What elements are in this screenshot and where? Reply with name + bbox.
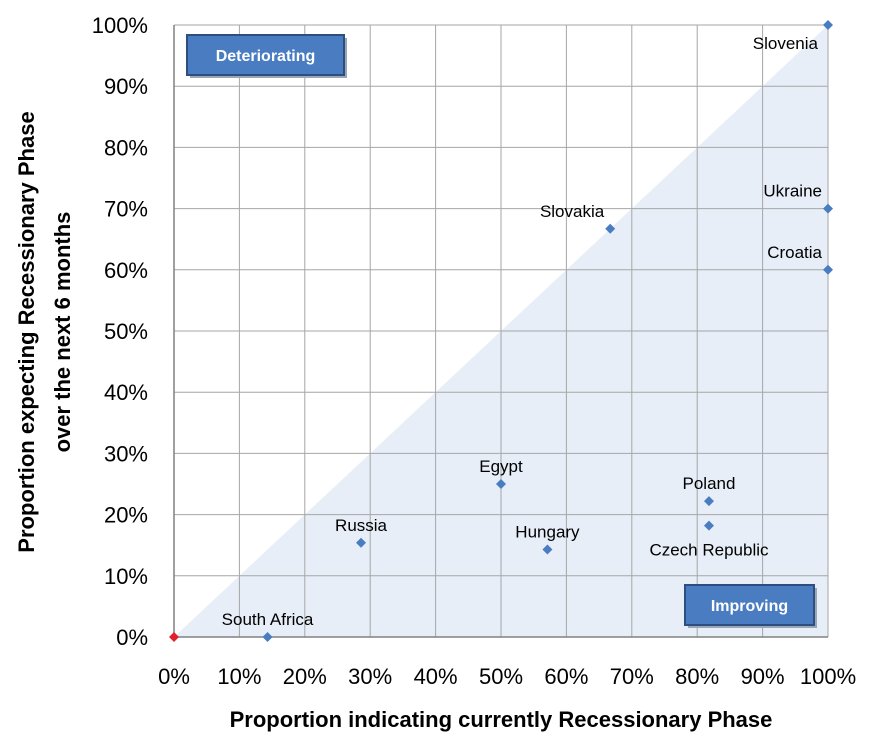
data-point-marker xyxy=(703,520,714,531)
data-point-label: Czech Republic xyxy=(649,541,769,560)
data-points xyxy=(169,20,833,642)
data-point-marker xyxy=(605,223,616,234)
region-box xyxy=(186,34,345,76)
region-box xyxy=(684,584,815,626)
data-point-marker xyxy=(542,544,553,555)
data-point-label: Russia xyxy=(335,516,388,535)
data-point-marker xyxy=(262,632,273,642)
y-axis-title-line1: Proportion expecting Recessionary Phase xyxy=(14,111,39,552)
point-labels: South Africa Russia Egypt Hungary Slovakia Po… xyxy=(222,34,823,629)
x-tick-label: 60% xyxy=(544,664,588,689)
data-point-marker xyxy=(169,632,179,642)
data-point-marker xyxy=(823,264,833,275)
y-tick-label: 0% xyxy=(116,625,148,650)
data-point-marker xyxy=(703,496,714,507)
data-point-label: Hungary xyxy=(515,522,580,541)
y-tick-label: 50% xyxy=(104,319,148,344)
data-point-label: Slovakia xyxy=(540,202,605,221)
y-tick-label: 20% xyxy=(104,503,148,528)
x-tick-label: 20% xyxy=(283,664,327,689)
y-tick-label: 70% xyxy=(104,197,148,222)
y-axis-title-line2: over the next 6 months xyxy=(50,212,75,453)
x-tick-label: 100% xyxy=(800,664,856,689)
x-tick-label: 30% xyxy=(348,664,392,689)
x-axis-title: Proportion indicating currently Recessio… xyxy=(230,707,773,732)
data-point-label: Slovenia xyxy=(753,34,819,53)
region-box-label: Improving xyxy=(711,598,788,615)
x-tick-label: 80% xyxy=(675,664,719,689)
data-point-marker xyxy=(356,537,367,548)
y-tick-label: 100% xyxy=(92,13,148,38)
x-tick-label: 10% xyxy=(217,664,261,689)
data-point-label: Egypt xyxy=(479,457,523,476)
data-point-label: Ukraine xyxy=(763,182,822,201)
x-tick-label: 90% xyxy=(741,664,785,689)
x-tick-label: 0% xyxy=(158,664,190,689)
region-labels: Deteriorating Improving xyxy=(186,34,817,628)
region-box-label: Deteriorating xyxy=(216,48,316,65)
x-tick-label: 50% xyxy=(479,664,523,689)
data-point-label: Poland xyxy=(683,474,736,493)
data-point-marker xyxy=(823,203,833,214)
y-tick-label: 10% xyxy=(104,564,148,589)
data-point-marker xyxy=(496,479,506,489)
x-tick-label: 70% xyxy=(610,664,654,689)
y-tick-label: 40% xyxy=(104,380,148,405)
y-tick-label: 80% xyxy=(104,135,148,160)
axes: 0% 10% 20% 30% 40% 50% 60% 70% 80% 90% 100% 0% 10% 20… xyxy=(92,13,856,689)
data-point-label: South Africa xyxy=(222,610,314,629)
data-point-marker xyxy=(823,20,833,30)
y-tick-label: 90% xyxy=(104,74,148,99)
x-tick-label: 40% xyxy=(414,664,458,689)
data-point-label: Croatia xyxy=(767,243,822,262)
y-tick-label: 30% xyxy=(104,441,148,466)
y-tick-label: 60% xyxy=(104,258,148,283)
